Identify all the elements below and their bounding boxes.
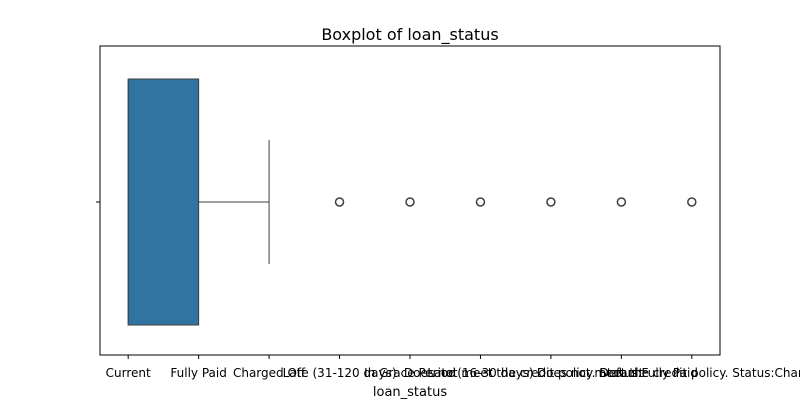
outlier-point [475,197,486,207]
x-tick-label: Charged Off [233,366,306,380]
box-iqr [127,78,200,326]
x-tick-label: In Grace Period [364,366,456,380]
x-tick-label: Does not meet the credit policy. Status:… [537,366,800,380]
outlier-point [687,197,697,207]
outlier-point [546,197,556,207]
outlier-point [616,197,627,207]
x-tick-label: Current [106,366,151,380]
chart-title: Boxplot of loan_status [321,25,498,45]
x-tick-label: Default [599,366,643,380]
x-tick-label: Late (16-30 days) [427,366,533,380]
outlier-point [405,197,415,207]
box-group [127,78,697,326]
x-tick-label: Fully Paid [170,366,226,380]
x-tick-label: Late (31-120 days) [283,366,397,380]
x-axis-label: loan_status [373,385,447,400]
outlier-point [334,197,345,207]
x-tick-label: Does not meet the credit policy. Status:… [404,366,698,380]
